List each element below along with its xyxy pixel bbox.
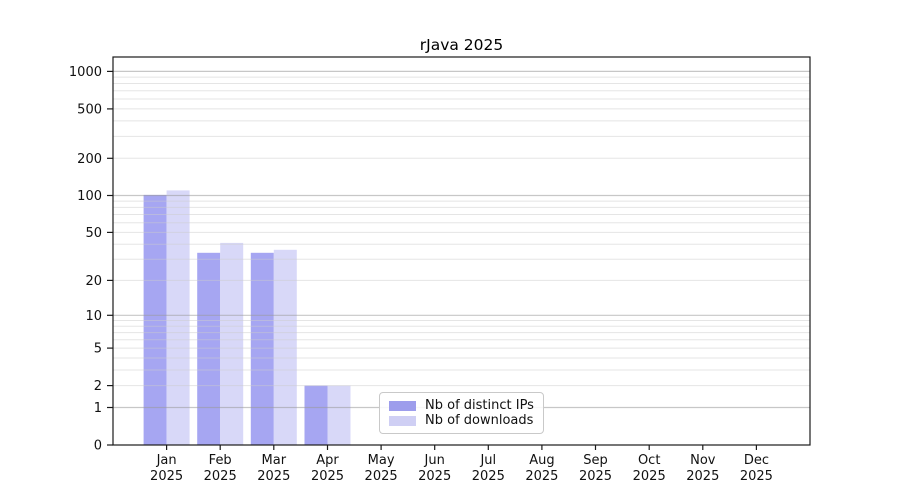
x-tick-label-month: Apr — [316, 453, 339, 468]
y-tick-label: 5 — [94, 342, 102, 357]
bar-downloads-jan — [166, 190, 190, 445]
x-tick-label-month: Sep — [583, 453, 608, 468]
legend-entry-distinct-ips: Nb of distinct IPs — [389, 398, 534, 413]
x-tick-label-month: Mar — [262, 453, 287, 468]
bar-distinct-ips-jan — [143, 194, 167, 445]
bar-downloads-mar — [273, 249, 297, 445]
x-tick-label-month: Nov — [690, 453, 716, 468]
x-tick-label-year: 2025 — [633, 469, 666, 484]
x-tick-label-year: 2025 — [740, 469, 773, 484]
legend-swatch-downloads — [389, 415, 416, 426]
bar-distinct-ips-apr — [304, 385, 328, 445]
x-tick-label-month: Jan — [156, 453, 177, 468]
bar-downloads-feb — [220, 242, 244, 445]
bar-distinct-ips-mar — [250, 252, 274, 445]
x-tick-label-year: 2025 — [579, 469, 612, 484]
x-tick-label-year: 2025 — [204, 469, 237, 484]
legend-label-downloads: Nb of downloads — [425, 413, 534, 428]
bar-downloads-apr — [327, 385, 351, 445]
x-tick-label-year: 2025 — [365, 469, 398, 484]
y-tick-label: 50 — [85, 226, 102, 241]
x-tick-label-year: 2025 — [311, 469, 344, 484]
legend-entry-downloads: Nb of downloads — [389, 413, 534, 428]
x-tick-label-month: Oct — [638, 453, 660, 468]
x-tick-label-month: Aug — [529, 453, 554, 468]
y-tick-label: 2 — [94, 379, 102, 394]
y-tick-label: 500 — [77, 102, 102, 117]
y-tick-label: 1000 — [69, 65, 102, 80]
x-tick-label-year: 2025 — [525, 469, 558, 484]
plot-frame — [112, 56, 811, 446]
y-tick-label: 10 — [85, 309, 102, 324]
x-tick-label-year: 2025 — [150, 469, 183, 484]
legend: Nb of distinct IPs Nb of downloads — [379, 392, 544, 434]
x-tick-label-year: 2025 — [686, 469, 719, 484]
y-tick-label: 0 — [94, 439, 102, 454]
y-tick-label: 100 — [77, 189, 102, 204]
x-tick-label-year: 2025 — [257, 469, 290, 484]
x-tick-label-month: Feb — [209, 453, 232, 468]
x-tick-label-year: 2025 — [472, 469, 505, 484]
x-tick-label-month: Jul — [479, 453, 496, 468]
x-tick-label-year: 2025 — [418, 469, 451, 484]
x-tick-label-month: May — [368, 453, 395, 468]
x-tick-label-month: Dec — [744, 453, 769, 468]
y-tick-label: 200 — [77, 152, 102, 167]
y-tick-label: 20 — [85, 274, 102, 289]
y-tick-label: 1 — [94, 401, 102, 416]
legend-swatch-distinct-ips — [389, 400, 416, 411]
legend-label-distinct-ips: Nb of distinct IPs — [425, 398, 534, 413]
x-tick-label-month: Jun — [424, 453, 445, 468]
chart-title: rJava 2025 — [419, 36, 504, 54]
bar-distinct-ips-feb — [197, 252, 221, 445]
